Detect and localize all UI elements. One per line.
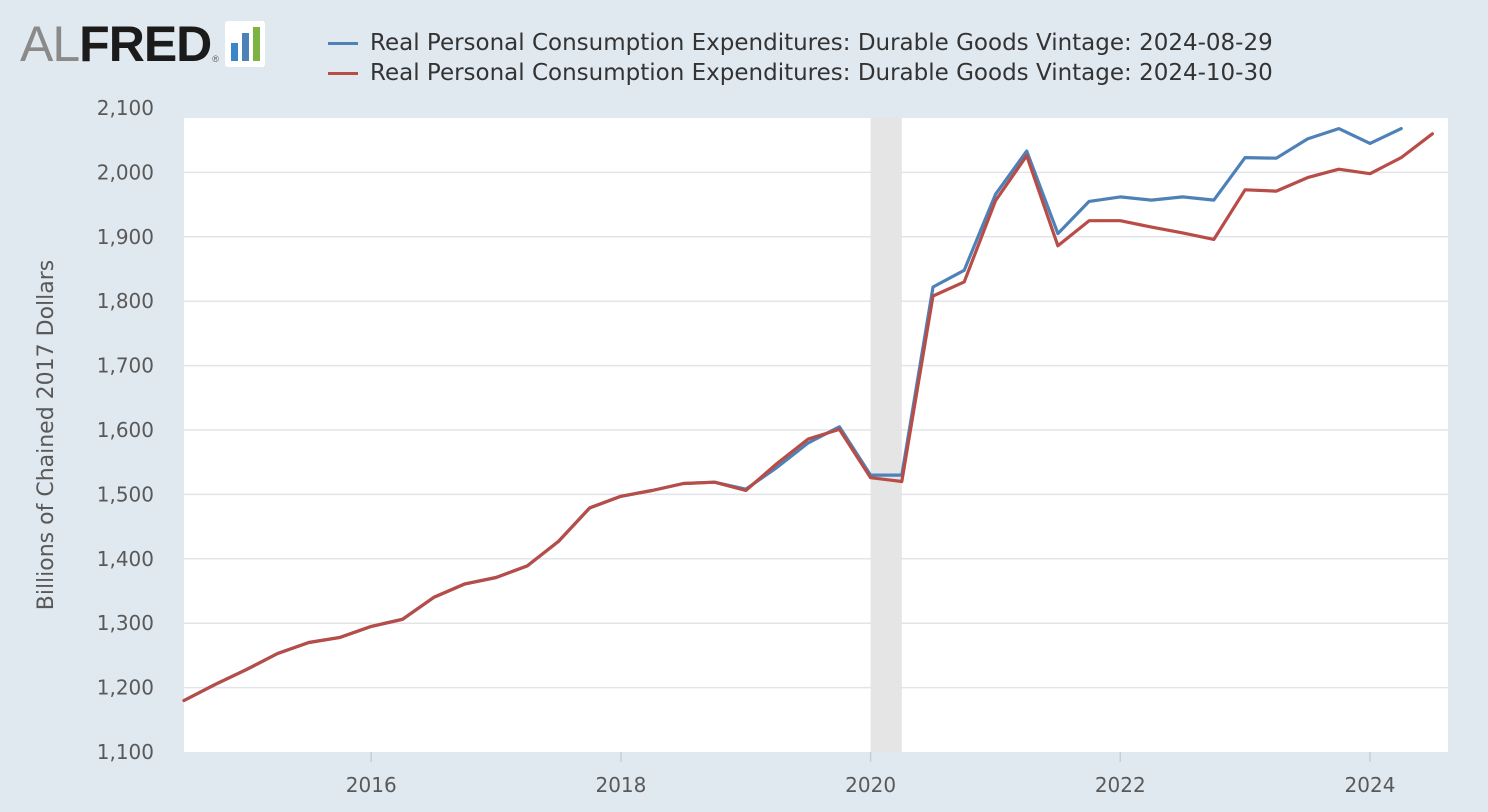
y-tick-label: 1,400 (97, 547, 154, 571)
series-layer (182, 127, 1435, 703)
logo-fred-text: FRED (79, 16, 212, 72)
y-tick-label: 1,700 (97, 354, 154, 378)
legend-label-series-1: Real Personal Consumption Expenditures: … (370, 30, 1273, 56)
grid-layer (184, 171, 1448, 689)
y-tick-label: 1,600 (97, 418, 154, 442)
x-tick-label: 2022 (1095, 773, 1146, 797)
logo-registered-mark: ® (212, 54, 219, 64)
fred-bar-chart-icon (224, 21, 265, 67)
y-tick-label: 2,000 (97, 160, 154, 184)
y-tick-label: 1,500 (97, 482, 154, 506)
y-tick-label: 1,100 (97, 740, 154, 764)
legend-swatch-red (328, 71, 358, 75)
logo-al-text: AL (20, 16, 80, 72)
y-tick-label: 1,800 (97, 289, 154, 313)
legend-swatch-blue (328, 41, 358, 45)
alfred-logo[interactable]: AL FRED ® (20, 14, 265, 74)
x-tick-label: 2024 (1345, 773, 1396, 797)
y-tick-label: 2,100 (97, 96, 154, 120)
series-line-2[interactable] (182, 132, 1435, 703)
x-tick-label: 2016 (346, 773, 397, 797)
y-tick-label: 1,900 (97, 225, 154, 249)
legend: Real Personal Consumption Expenditures: … (328, 28, 1273, 88)
x-tick-label: 2020 (845, 773, 896, 797)
legend-item-vintage-2024-08-29[interactable]: Real Personal Consumption Expenditures: … (328, 28, 1273, 58)
axis-layer: 1,100 1,200 1,300 1,400 1,500 1,600 1,700 1,800… (97, 96, 1396, 797)
y-tick-label: 1,200 (97, 676, 154, 700)
legend-item-vintage-2024-10-30[interactable]: Real Personal Consumption Expenditures: … (328, 58, 1273, 88)
y-tick-label: 1,300 (97, 611, 154, 635)
recession-layer (870, 118, 902, 752)
recession-band (870, 118, 902, 752)
y-axis-title: Billions of Chained 2017 Dollars (34, 260, 59, 611)
legend-label-series-2: Real Personal Consumption Expenditures: … (370, 60, 1273, 86)
x-tick-label: 2018 (595, 773, 646, 797)
